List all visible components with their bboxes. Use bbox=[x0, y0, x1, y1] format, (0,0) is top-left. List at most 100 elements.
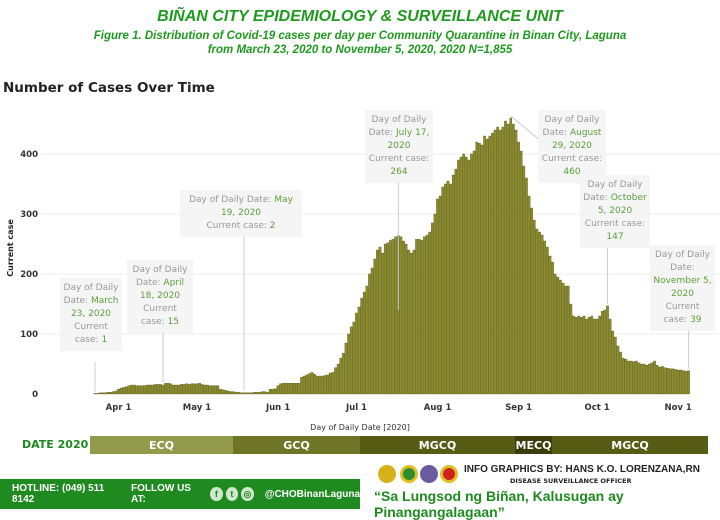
bar bbox=[535, 228, 539, 395]
bar bbox=[313, 374, 316, 395]
bar bbox=[177, 384, 180, 395]
bar bbox=[410, 252, 413, 395]
bar bbox=[522, 165, 526, 395]
bar bbox=[355, 312, 358, 395]
credit-text: INFO GRAPHICS BY: HANS K.O. LORENZANA,RN bbox=[464, 464, 700, 475]
bar bbox=[624, 359, 628, 395]
bar bbox=[491, 132, 494, 395]
bar bbox=[169, 383, 173, 395]
bar bbox=[506, 123, 510, 395]
bar bbox=[564, 285, 567, 395]
annotation-tooltip: Day of Daily Date: July 17, 2020 Current … bbox=[365, 110, 433, 183]
facebook-icon[interactable]: f bbox=[210, 487, 223, 501]
annotation-date: May 19, 2020 bbox=[220, 195, 293, 218]
bar bbox=[436, 198, 439, 395]
bar bbox=[376, 249, 379, 395]
annotation-prefix: Day of Daily Date: bbox=[189, 195, 272, 205]
bar bbox=[352, 321, 356, 395]
bar bbox=[561, 282, 565, 395]
bar bbox=[587, 317, 591, 395]
bar bbox=[438, 195, 442, 395]
bar bbox=[467, 159, 471, 395]
bar bbox=[221, 389, 225, 395]
bar bbox=[287, 383, 290, 395]
bar bbox=[295, 383, 298, 395]
bar bbox=[577, 315, 581, 395]
bar bbox=[229, 391, 233, 395]
bar bbox=[360, 297, 363, 395]
annotation-date: July 17, 2020 bbox=[387, 128, 430, 151]
bar bbox=[512, 123, 515, 395]
bar bbox=[368, 273, 371, 395]
bar bbox=[668, 368, 672, 395]
bar bbox=[362, 291, 366, 395]
bar bbox=[603, 309, 607, 395]
bar bbox=[383, 243, 387, 395]
bar bbox=[234, 392, 238, 395]
bar bbox=[224, 390, 228, 395]
logo-icon bbox=[440, 465, 458, 483]
annotation-tooltip: Day of Daily Date: May 19, 2020 Current c… bbox=[180, 190, 302, 237]
bar bbox=[318, 375, 322, 395]
annotation-date: August 29, 2020 bbox=[551, 128, 602, 151]
bar bbox=[389, 240, 392, 395]
bar bbox=[279, 383, 282, 395]
bar bbox=[153, 384, 157, 395]
y-tick-label: 0 bbox=[32, 390, 38, 400]
annotation-date: November 5, 2020 bbox=[653, 276, 712, 299]
social-handle[interactable]: @CHOBinanLaguna bbox=[264, 488, 361, 500]
annotation-value: 1 bbox=[101, 335, 108, 345]
bar bbox=[271, 389, 275, 395]
bar bbox=[595, 318, 599, 395]
annotation-prefix: Day of Daily Date: bbox=[63, 283, 119, 306]
bar bbox=[417, 239, 421, 395]
bar bbox=[614, 336, 617, 395]
bar bbox=[365, 285, 369, 395]
bar bbox=[590, 315, 594, 395]
bar bbox=[135, 385, 139, 395]
bar bbox=[632, 361, 635, 395]
annotation-leader-line bbox=[510, 115, 543, 143]
logo-icon bbox=[400, 465, 418, 483]
footer-bar: HOTLINE: (049) 511 8142 FOLLOW US AT: f … bbox=[0, 479, 360, 509]
instagram-icon[interactable]: ◎ bbox=[241, 487, 254, 501]
segment-mecq: MECQ bbox=[515, 436, 552, 454]
twitter-icon[interactable]: t bbox=[225, 487, 239, 501]
bar bbox=[530, 207, 533, 395]
bar bbox=[684, 371, 688, 395]
figure-caption-dates: from March 23, 2020 to November 5, 2020,… bbox=[207, 44, 513, 56]
bar bbox=[556, 276, 560, 395]
logo-icon bbox=[420, 465, 438, 483]
bar bbox=[190, 383, 194, 395]
annotation-prefix: Day of Daily Date: bbox=[368, 115, 427, 138]
y-tick-label: 200 bbox=[20, 270, 38, 280]
bar bbox=[261, 391, 264, 395]
bar bbox=[245, 392, 248, 395]
annotation-value: 147 bbox=[606, 232, 624, 242]
bar bbox=[444, 183, 447, 395]
bar bbox=[572, 315, 575, 395]
bar bbox=[127, 385, 131, 395]
bar bbox=[323, 375, 327, 395]
bar bbox=[185, 383, 188, 395]
bar bbox=[328, 372, 332, 395]
bar bbox=[485, 138, 489, 395]
bar bbox=[216, 385, 220, 395]
bar bbox=[211, 385, 214, 395]
bar bbox=[111, 391, 115, 395]
bar bbox=[634, 360, 638, 395]
bar bbox=[642, 363, 646, 395]
bar bbox=[525, 177, 528, 395]
x-tick-label: Sep 1 bbox=[505, 403, 532, 413]
bar bbox=[559, 279, 562, 395]
bar bbox=[540, 234, 544, 395]
bar bbox=[132, 384, 136, 395]
x-tick-label: Apr 1 bbox=[106, 403, 132, 413]
bar bbox=[666, 368, 669, 395]
bar bbox=[297, 383, 301, 395]
bar bbox=[276, 385, 280, 395]
bar bbox=[509, 117, 513, 395]
bar bbox=[250, 392, 254, 395]
y-axis-label: Current case bbox=[6, 219, 15, 277]
bar bbox=[428, 231, 431, 395]
